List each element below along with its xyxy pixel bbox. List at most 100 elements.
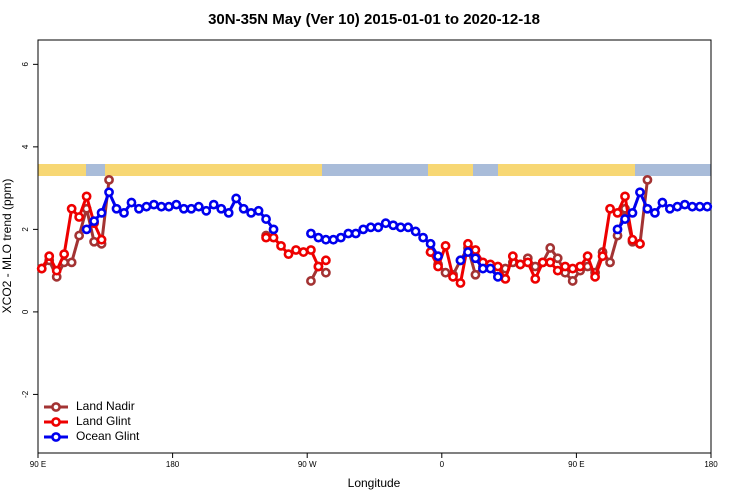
data-point: [89, 216, 99, 227]
data-point: [605, 203, 615, 214]
data-point: [560, 261, 571, 272]
data-point: [455, 255, 466, 266]
data-point: [440, 267, 451, 278]
y-tick-label: -2: [21, 390, 30, 398]
data-point: [590, 271, 600, 282]
data-point: [530, 273, 541, 284]
data-point: [320, 267, 331, 278]
data-point: [515, 259, 526, 270]
data-point: [507, 251, 518, 262]
data-point: [545, 257, 556, 268]
data-point: [440, 240, 451, 251]
data-point: [530, 261, 541, 272]
legend-label: Land Nadir: [76, 399, 135, 413]
data-point: [418, 232, 429, 243]
data-point: [193, 201, 204, 212]
data-point: [261, 214, 271, 224]
chart-title: 30N-35N May (Ver 10) 2015-01-01 to 2020-…: [208, 11, 540, 28]
data-point: [612, 207, 623, 218]
data-point: [253, 205, 264, 216]
data-point: [74, 212, 85, 222]
data-point: [343, 228, 354, 239]
data-point: [679, 199, 690, 210]
data-point: [627, 234, 638, 245]
data-point: [627, 207, 638, 218]
data-point: [702, 201, 713, 212]
data-point: [605, 257, 615, 268]
data-point: [635, 238, 645, 249]
data-point: [141, 201, 152, 212]
data-point: [620, 191, 630, 202]
x-axis-label: Longitude: [348, 476, 401, 490]
data-point: [388, 220, 399, 231]
data-point: [537, 257, 548, 268]
x-tick-label: 90 E: [568, 460, 584, 469]
data-point: [36, 263, 47, 274]
data-point: [119, 207, 129, 218]
y-axis-label: XCO2 - MLO trend (ppm): [0, 179, 14, 314]
data-point: [313, 232, 324, 243]
data-point: [223, 207, 234, 218]
data-point: [208, 199, 219, 210]
data-point: [620, 214, 630, 224]
x-tick-label: 90 W: [298, 460, 317, 469]
data-point: [335, 232, 346, 243]
data-point: [306, 228, 316, 239]
y-tick-label: 0: [21, 309, 30, 314]
data-point: [96, 234, 107, 245]
data-point: [664, 203, 675, 214]
data-point: [433, 251, 443, 262]
plot-frame: [37, 39, 712, 454]
data-point: [66, 203, 77, 214]
legend-marker: [51, 432, 61, 442]
y-tick-label: 4: [21, 144, 30, 149]
data-point: [51, 265, 62, 276]
land-strip: [428, 164, 473, 176]
legend-marker: [51, 417, 61, 427]
data-point: [410, 226, 421, 237]
data-point: [470, 245, 481, 255]
data-point: [380, 218, 391, 229]
data-point: [522, 257, 533, 268]
data-point: [104, 187, 114, 198]
data-point: [358, 224, 369, 235]
data-point: [463, 238, 473, 249]
data-point: [500, 273, 511, 284]
data-point: [545, 243, 556, 253]
data-point: [448, 271, 458, 282]
data-point: [552, 265, 563, 276]
data-point: [575, 261, 586, 272]
data-point: [66, 257, 77, 268]
data-point: [567, 263, 578, 274]
legend-label: Land Glint: [76, 414, 131, 428]
data-point: [216, 203, 227, 214]
data-point: [44, 251, 55, 262]
data-point: [455, 278, 466, 288]
data-point: [657, 197, 668, 208]
data-point: [642, 203, 653, 214]
data-point: [463, 247, 473, 257]
data-point: [425, 238, 436, 249]
land-strip: [38, 164, 86, 176]
data-point: [306, 276, 316, 286]
data-point: [291, 245, 301, 255]
x-tick-label: 0: [440, 460, 445, 469]
data-point: [149, 199, 159, 210]
data-point: [81, 224, 92, 235]
data-point: [156, 201, 167, 212]
y-tick-label: 2: [21, 227, 30, 232]
data-point: [313, 261, 324, 272]
data-point: [470, 269, 481, 280]
data-point: [96, 207, 107, 218]
data-point: [163, 201, 174, 212]
data-point: [59, 249, 70, 260]
data-point: [246, 207, 257, 218]
data-point: [492, 271, 503, 282]
data-point: [395, 222, 406, 233]
data-point: [642, 174, 653, 185]
series: [81, 187, 713, 282]
data-point: [328, 234, 339, 245]
land-strip: [498, 164, 635, 176]
land-strip: [105, 164, 322, 176]
